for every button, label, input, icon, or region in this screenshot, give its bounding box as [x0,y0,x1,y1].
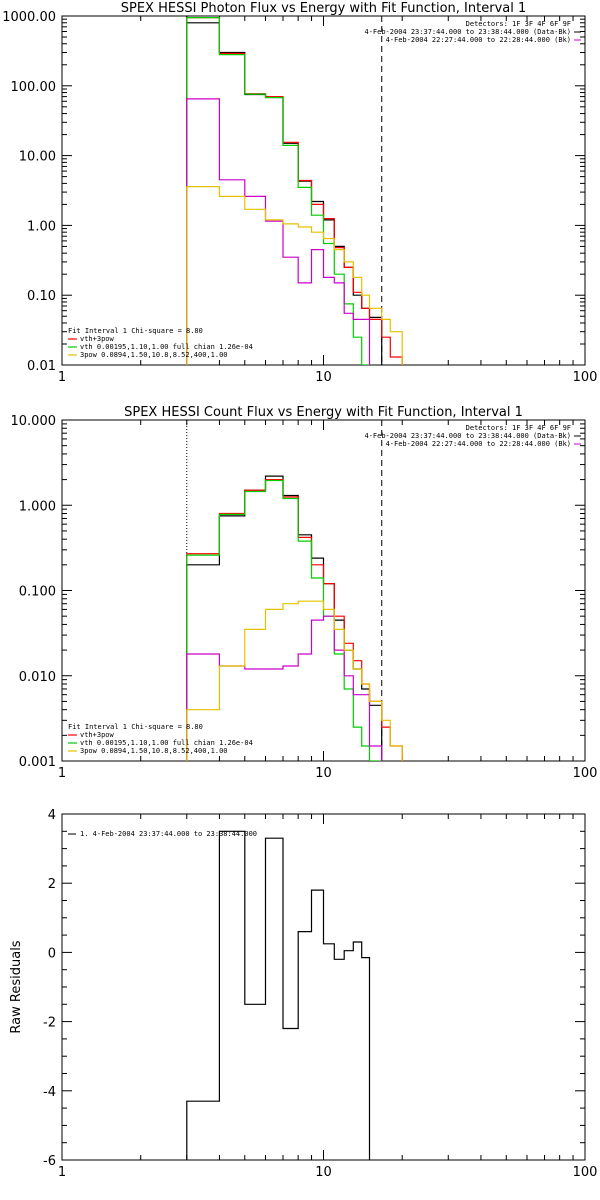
legend-top-right-text: 4-Feb-2004 22:27:44.000 to 22:28:44.000 … [386,36,571,44]
y-tick-label: 10.000 [11,414,57,429]
x-tick-label: 100 [573,370,598,385]
y-tick-label: 1.000 [19,499,56,514]
plot-frame [61,813,586,1161]
legend-entry-text: 3pow 0.0894,1.50,10.8,8.52,400,1.00 [80,747,228,755]
histogram-series-4 [186,600,403,761]
x-tick-label: 10 [315,370,332,385]
histogram-series-4 [186,186,403,365]
histogram-series-2 [186,17,383,365]
chart-title: SPEX HESSI Photon Flux vs Energy with Fi… [121,1,527,16]
legend-top-right-text: Detectors: 1F 3F 4F 6F 9F [466,20,571,28]
x-tick-label: 100 [573,1165,598,1180]
y-tick-label: 1000.00 [2,10,56,25]
y-tick-label: 0.001 [19,755,56,770]
y-tick-label: 0 [48,946,56,961]
legend-top-right-text: Detectors: 1F 3F 4F 6F 9F [466,424,571,432]
histogram-series-0 [186,830,371,1160]
y-tick-label: 0.010 [19,670,56,685]
legend-entry-text: vth 0.00195,1.10,1.00 full chian 1.26e-0… [80,739,253,747]
x-tick-label: 1 [58,766,66,781]
histogram-series-3 [186,98,383,365]
x-tick-label: 10 [315,1165,332,1180]
legend-top-right-text: 4-Feb-2004 23:37:44.000 to 23:38:44.000 … [364,432,571,440]
y-tick-label: -2 [43,1016,56,1031]
y-tick-label: 10.00 [19,150,56,165]
residual-legend-text: 1. 4-Feb-2004 23:37:44.000 to 23:38:44.0… [80,830,257,838]
y-tick-label: 4 [48,808,56,823]
histogram-series-2 [186,479,382,761]
y-tick-label: -4 [43,1085,56,1100]
y-tick-label: 1.00 [27,219,56,234]
x-tick-label: 1 [58,1165,66,1180]
fit-chi-square-text: Fit Interval 1 Chi-square = 8.80 [68,327,203,335]
y-tick-label: 0.100 [19,585,56,600]
legend-entry-text: vth 0.00195,1.10,1.00 full chian 1.26e-0… [80,343,253,351]
photon-flux-panel: SPEX HESSI Photon Flux vs Energy with Fi… [2,1,598,385]
residuals-panel: 1 10 100 -6 -4 -2 0 2 4 Raw Residuals 1. 4-Feb-200… [9,808,597,1180]
y-axis-label: Raw Residuals [9,940,24,1033]
y-tick-label: 0.01 [27,359,56,374]
x-tick-label: 10 [315,766,332,781]
histogram-series-0 [186,475,383,761]
fit-chi-square-text: Fit Interval 1 Chi-square = 8.80 [68,723,203,731]
legend-top-right-text: 4-Feb-2004 23:37:44.000 to 23:38:44.000 … [364,28,571,36]
legend-top-right-text: 4-Feb-2004 22:27:44.000 to 22:28:44.000 … [386,440,571,448]
legend-entry-text: vth+3pow [80,731,115,739]
y-tick-label: 2 [48,877,56,892]
x-tick-label: 1 [58,370,66,385]
plot-frame [61,15,586,366]
y-tick-label: 100.00 [11,80,57,95]
y-tick-label: -6 [43,1154,56,1169]
legend-entry-text: vth+3pow [80,335,115,343]
legend-entry-text: 3pow 0.0894,1.50,10.8,8.52,400,1.00 [80,351,228,359]
count-flux-panel: SPEX HESSI Count Flux vs Energy with Fit… [11,405,598,781]
y-tick-label: 0.10 [27,289,56,304]
x-tick-label: 100 [573,766,598,781]
chart-title: SPEX HESSI Count Flux vs Energy with Fit… [124,405,523,420]
